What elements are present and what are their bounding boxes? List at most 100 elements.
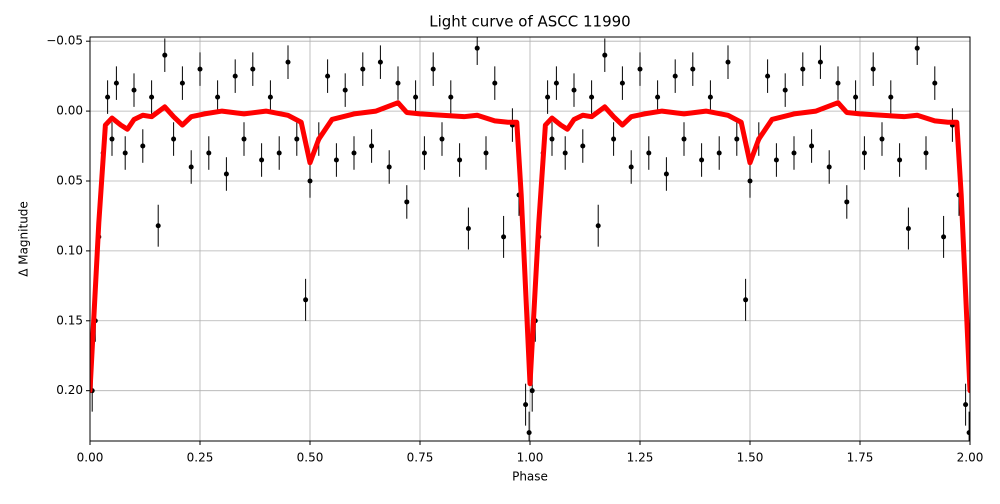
data-point [351, 150, 357, 156]
y-tick-label: 0.05 [56, 173, 83, 187]
data-point [690, 66, 696, 72]
x-tick-label: 0.50 [297, 451, 324, 465]
data-point [905, 226, 911, 232]
data-point [526, 430, 532, 436]
data-point [421, 150, 427, 156]
data-point [716, 150, 722, 156]
data-point [725, 59, 731, 65]
data-point [562, 150, 568, 156]
data-point [501, 234, 507, 240]
data-point [430, 66, 436, 72]
data-point [932, 80, 938, 86]
data-point [333, 157, 339, 163]
data-point [553, 80, 559, 86]
data-point [171, 136, 177, 142]
data-point [377, 59, 383, 65]
y-tick-label: 0.20 [56, 383, 83, 397]
data-point [879, 136, 885, 142]
data-point [523, 402, 529, 408]
data-point [307, 178, 313, 184]
x-tick-label: 0.75 [407, 451, 434, 465]
data-point [571, 87, 577, 93]
x-tick-label: 1.00 [517, 451, 544, 465]
data-point [250, 66, 256, 72]
x-tick-label: 0.25 [187, 451, 214, 465]
data-point [529, 388, 535, 394]
data-point [602, 52, 608, 58]
data-point [325, 73, 331, 79]
data-point [817, 59, 823, 65]
data-point [589, 94, 595, 100]
data-point [465, 226, 471, 232]
data-point [681, 136, 687, 142]
x-axis-label: Phase [512, 470, 548, 484]
data-point [580, 143, 586, 149]
data-point [747, 178, 753, 184]
data-point [241, 136, 247, 142]
data-point [439, 136, 445, 142]
data-point [861, 150, 867, 156]
data-point [131, 87, 137, 93]
y-tick-label: 0.15 [56, 313, 83, 327]
data-point [853, 94, 859, 100]
x-tick-label: 0.00 [77, 451, 104, 465]
data-point [765, 73, 771, 79]
data-point [232, 73, 238, 79]
data-point [109, 136, 115, 142]
data-point [966, 430, 970, 436]
data-point [809, 143, 815, 149]
data-point [474, 45, 480, 51]
plot-area [90, 37, 970, 441]
data-point [963, 402, 969, 408]
data-point [734, 136, 740, 142]
data-point [386, 164, 392, 170]
chart-title: Light curve of ASCC 11990 [429, 13, 630, 31]
y-tick-label: 0.10 [56, 243, 83, 257]
data-point [448, 94, 454, 100]
data-point [545, 94, 551, 100]
data-point [188, 164, 194, 170]
data-point [646, 150, 652, 156]
data-point [105, 94, 111, 100]
x-tick-label: 1.25 [627, 451, 654, 465]
data-point [655, 94, 661, 100]
data-point [800, 66, 806, 72]
data-point [923, 150, 929, 156]
data-point [303, 297, 309, 303]
data-point [122, 150, 128, 156]
data-point [888, 94, 894, 100]
data-point [782, 87, 788, 93]
data-point [619, 80, 625, 86]
data-point [223, 171, 229, 177]
data-point [492, 80, 498, 86]
data-point [835, 80, 841, 86]
data-point [637, 66, 643, 72]
data-point [457, 157, 463, 163]
data-point [773, 157, 779, 163]
data-point [267, 94, 273, 100]
data-point [342, 87, 348, 93]
data-point [162, 52, 168, 58]
data-point [369, 143, 375, 149]
data-point [395, 80, 401, 86]
data-point [285, 59, 291, 65]
data-point [611, 136, 617, 142]
x-tick-label: 1.50 [737, 451, 764, 465]
model-curve [90, 100, 970, 394]
data-point [743, 297, 749, 303]
data-point [155, 223, 161, 229]
data-point [870, 66, 876, 72]
data-point [149, 94, 155, 100]
data-point [699, 157, 705, 163]
y-axis-label: Δ Magnitude [17, 201, 31, 277]
data-point [663, 171, 669, 177]
data-point [791, 150, 797, 156]
data-point [595, 223, 601, 229]
data-point [179, 80, 185, 86]
y-tick-label: −0.05 [46, 34, 83, 48]
data-point [259, 157, 265, 163]
data-point [276, 150, 282, 156]
data-point [844, 199, 850, 205]
data-point [413, 94, 419, 100]
